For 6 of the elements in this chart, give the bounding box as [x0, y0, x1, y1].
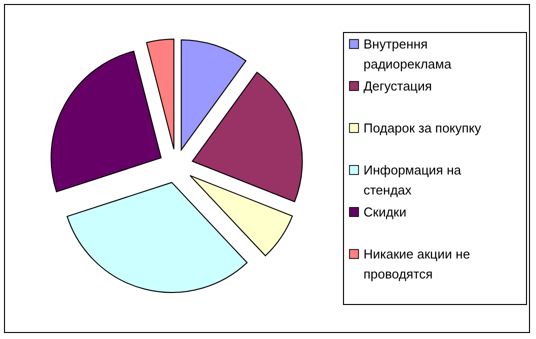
legend-label: Никакие акции не проводятся — [364, 246, 470, 282]
legend-label: Подарок за покупку — [364, 120, 482, 136]
legend-label: Дегустация — [364, 78, 432, 94]
legend-label: Внутрення радиореклама — [364, 36, 452, 72]
legend-label: Скидки — [364, 204, 406, 220]
legend-label: Информация на стендах — [364, 162, 462, 198]
